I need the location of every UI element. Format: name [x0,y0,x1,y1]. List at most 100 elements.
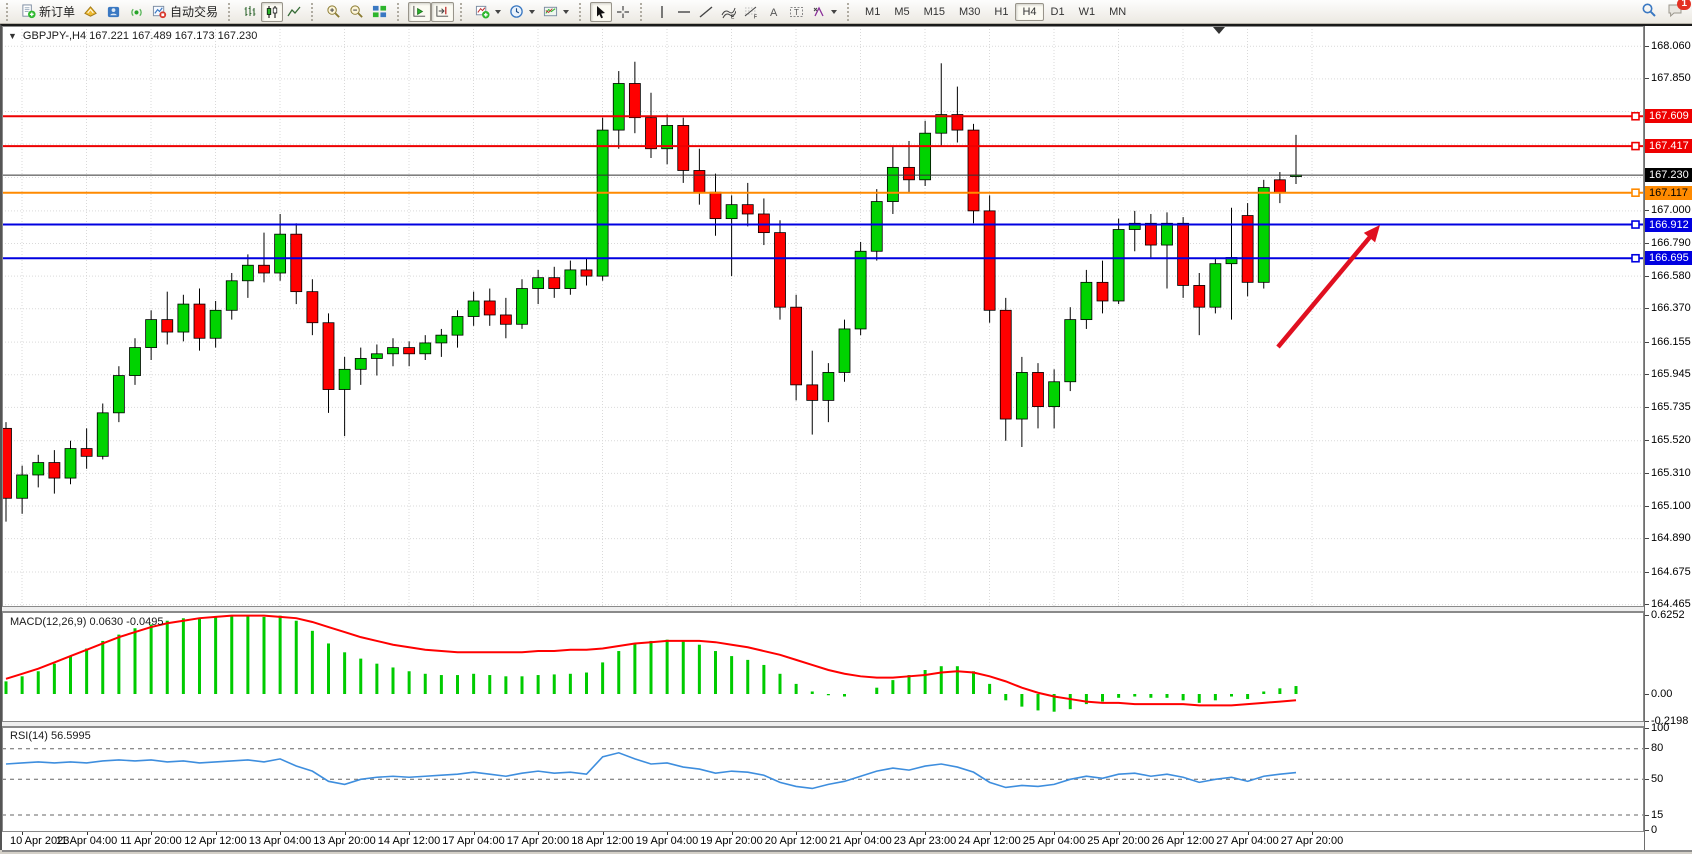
toolbar-grip[interactable] [311,2,318,21]
rsi-tick-label: 50 [1651,772,1664,785]
toolbar-grip[interactable] [228,2,235,21]
arrows-button[interactable] [808,2,841,22]
timeframe-m30-button[interactable]: M30 [959,5,981,18]
time-tick-label: 17 Apr 04:00 [442,835,505,847]
periods-icon [509,4,524,19]
candle-body [112,375,125,414]
timeframe-mn-button[interactable]: MN [1109,5,1127,18]
toolbar-grip[interactable] [640,2,647,21]
text-icon: A [767,5,781,19]
timeframe-d1-button[interactable]: D1 [1050,5,1065,18]
candle-body [1015,372,1028,420]
axis-tick-mark [1645,693,1649,695]
zoom-out-button[interactable] [345,2,368,22]
zoom-in-button[interactable] [322,2,345,22]
candle-body [306,291,319,324]
time-tick-label: 18 Apr 12:00 [571,835,634,847]
price-tick-label: 168.060 [1651,39,1691,52]
axis-tick-mark [989,832,991,835]
time-tick-label: 20 Apr 12:00 [764,835,828,847]
price-tick-label: 167.000 [1651,204,1691,217]
timeframe-h4-button[interactable]: H4 [1015,2,1044,21]
candle-body [935,114,948,134]
axis-tick-mark [1645,242,1649,244]
candle-body [1144,222,1157,246]
macd-tick-label: 0.6252 [1651,608,1685,621]
axis-tick-mark [86,832,88,835]
vertical-line-button[interactable] [651,2,673,22]
line-chart-button[interactable] [283,2,305,22]
equidistant-channel-button[interactable]: E [717,2,740,22]
chart-shift-button[interactable] [431,1,455,22]
text-label-button[interactable]: T [785,2,808,22]
periods-caret-icon [529,9,536,14]
candle-body [757,213,770,234]
market-button[interactable] [102,2,125,22]
axis-tick-mark [1645,727,1649,729]
arrows-caret-icon [831,9,838,14]
axis-tick-mark [1645,505,1649,507]
price-tick-label: 164.465 [1651,598,1691,611]
text-button[interactable]: A [763,2,785,22]
toolbar-grip[interactable] [579,2,586,21]
toolbar-grip[interactable] [397,2,404,21]
indicators-button[interactable] [471,2,505,22]
rsi-tick-label: 15 [1651,808,1664,821]
pane-separator[interactable] [2,721,1644,727]
line-chart-icon [287,5,301,19]
timeframe-w1-button[interactable]: W1 [1078,5,1096,18]
candlestick-chart-button[interactable] [261,1,284,22]
candle-body [1064,319,1077,383]
line-drag-handle [1631,220,1640,229]
macd-signal-line [5,614,1297,707]
window-bottom-border [2,850,1692,852]
tile-windows-button[interactable] [368,2,391,22]
auto-scroll-button[interactable] [408,1,432,22]
horizontal-line-icon [677,5,691,19]
toolbar-grip[interactable] [460,2,467,21]
cursor-button[interactable] [590,1,613,22]
axis-tick-mark [1645,210,1649,212]
metaeditor-button[interactable] [79,2,102,22]
price-tick-label: 165.310 [1651,466,1691,479]
notifications-button[interactable]: 1 [1667,0,1691,21]
trendline-button[interactable] [695,2,717,22]
timeframe-h1-button[interactable]: H1 [994,5,1009,18]
axis-tick-mark [1645,614,1649,616]
price-axis[interactable]: 168.060 167.850 167.000 166.790 166.580 166.3… [1644,26,1692,850]
axis-tick-mark [1645,374,1649,376]
macd-pane[interactable] [2,612,1644,722]
toolbar-grip[interactable] [6,2,13,21]
search-icon[interactable] [1641,2,1657,21]
axis-tick-mark [409,832,410,835]
periods-button[interactable] [505,2,539,22]
templates-caret-icon [563,9,570,14]
main-chart-pane[interactable] [2,26,1644,608]
autotrading-button[interactable]: 自动交易 [148,2,222,22]
timeframe-m15-button[interactable]: M15 [923,5,945,18]
bar-chart-button[interactable] [239,2,261,22]
new-order-button[interactable]: 新订单 [17,2,79,22]
horizontal-line-button[interactable] [673,2,695,22]
templates-button[interactable] [539,2,573,22]
cursor-icon [594,5,608,19]
axis-tick-mark [731,832,733,835]
rsi-pane[interactable] [2,727,1644,832]
pane-separator[interactable] [2,606,1644,612]
crosshair-button[interactable] [612,2,634,22]
toolbar-grip[interactable] [847,2,854,21]
timeframe-m5-button[interactable]: M5 [894,5,910,18]
timeframe-m1-button[interactable]: M1 [865,5,881,18]
market-icon [106,4,121,19]
line-drag-handle [1631,253,1640,263]
signals-button[interactable] [125,2,148,22]
time-tick-label: 14 Apr 12:00 [377,835,441,847]
candle-body [774,232,786,308]
candle-body [64,448,77,479]
time-axis[interactable]: 10 Apr 2023 11 Apr 04:00 11 Apr 20:00 12 Ap… [2,832,1644,850]
line-drag-handle [1631,141,1640,151]
candle-body [580,269,593,277]
fibonacci-icon: F [744,5,759,19]
fibonacci-button[interactable]: F [740,2,763,22]
candle-body [177,303,190,333]
